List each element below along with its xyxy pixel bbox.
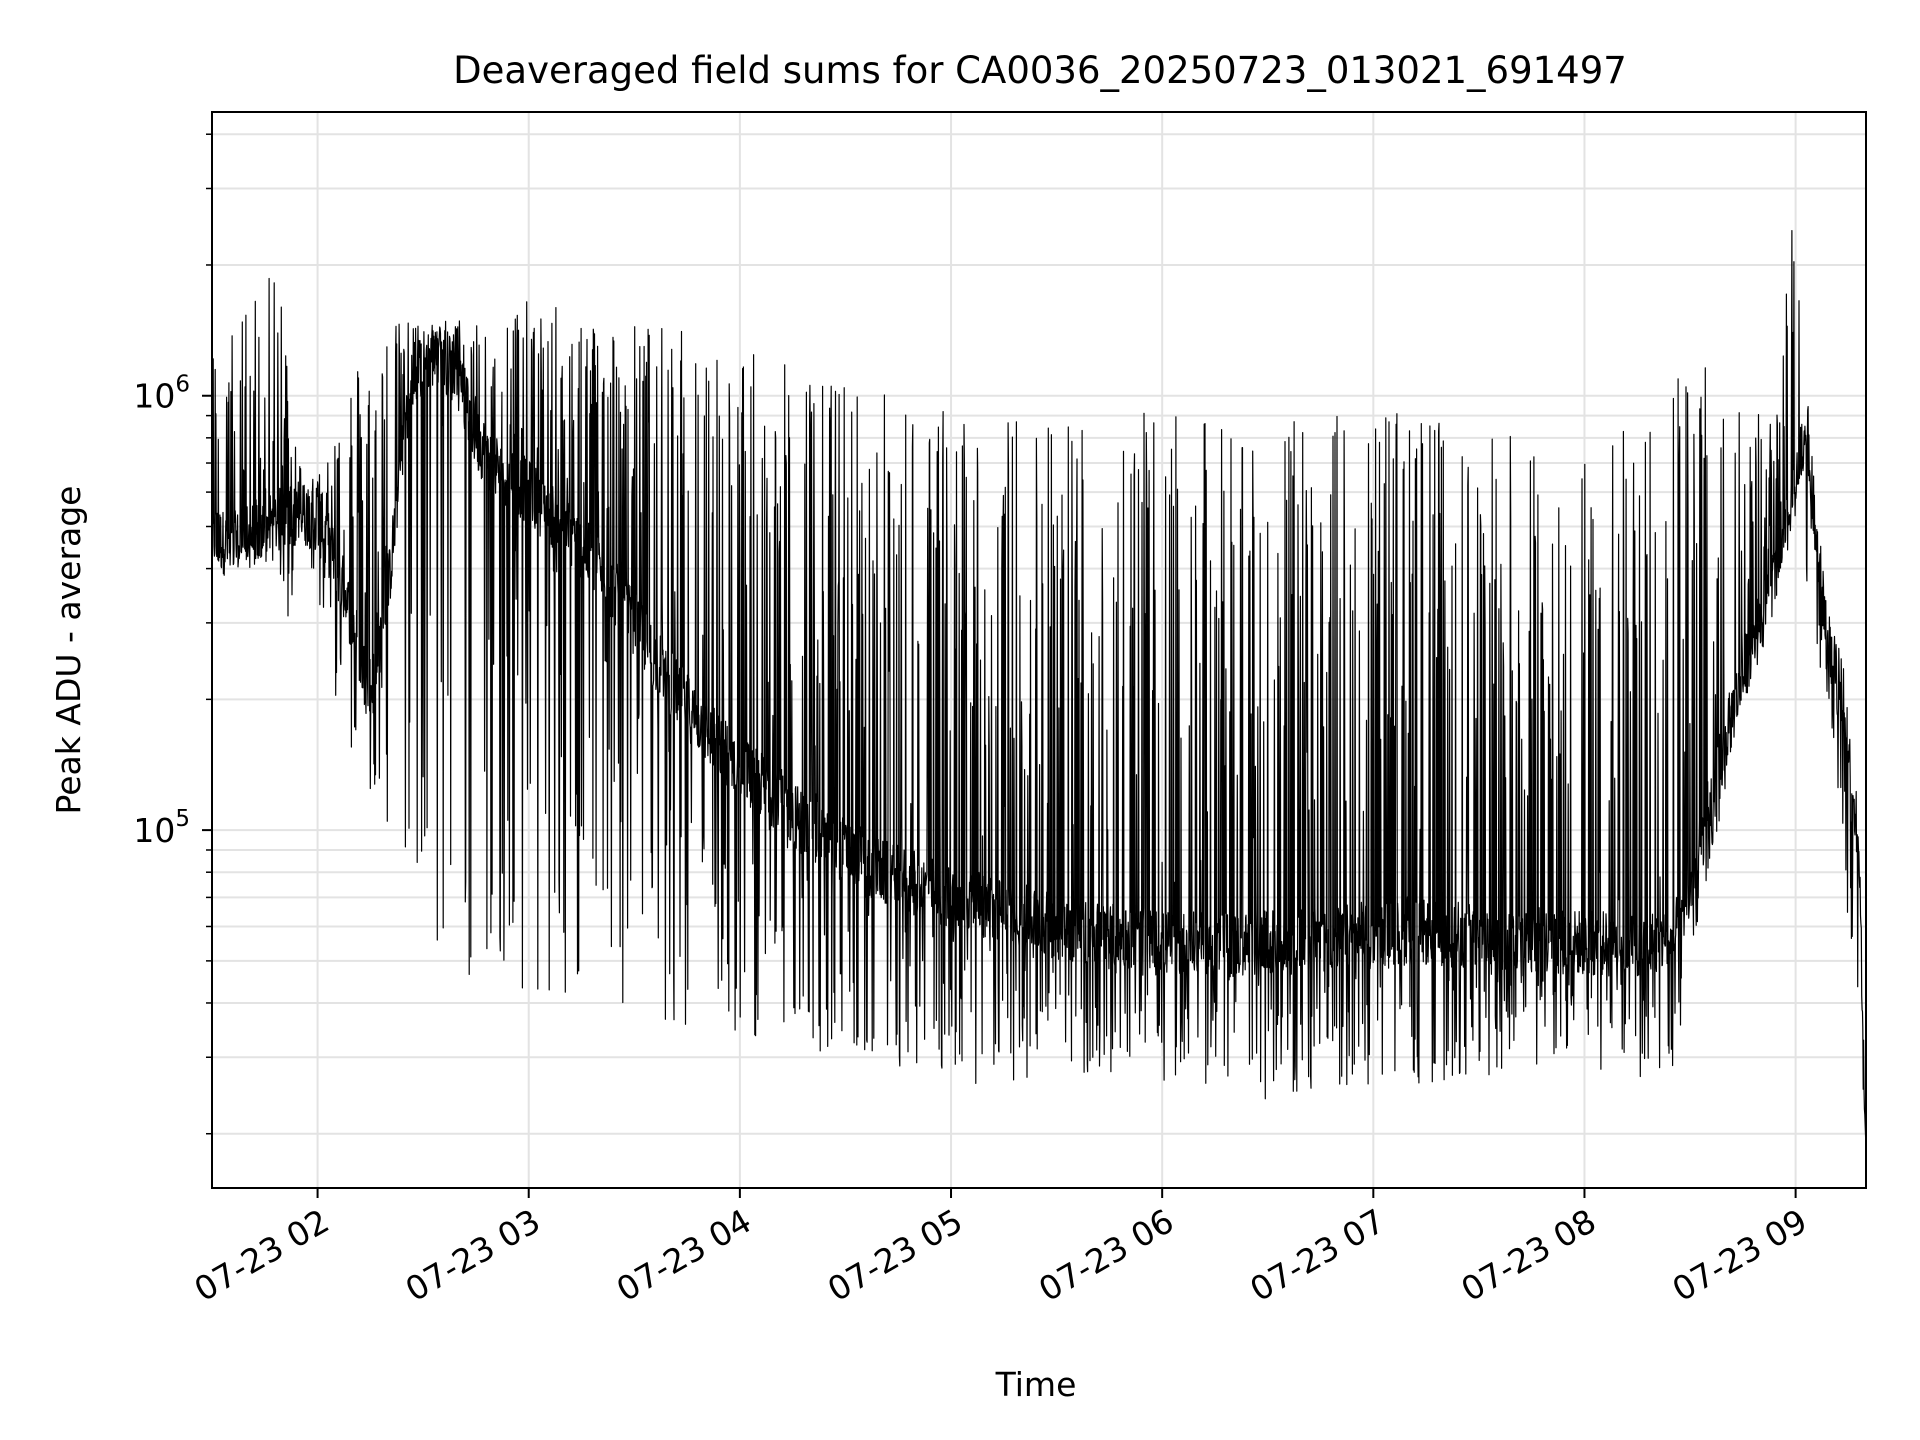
chart-title: Deaveraged field sums for CA0036_2025072… — [453, 49, 1627, 92]
series-line — [212, 230, 1866, 1173]
plot-frame — [211, 111, 1867, 1189]
y-tick-label: 105 — [133, 806, 190, 850]
y-tick-label: 106 — [133, 372, 190, 416]
x-axis-label: Time — [995, 1365, 1077, 1404]
y-axis-label: Peak ADU - average — [49, 486, 88, 815]
series-group — [212, 230, 1866, 1173]
